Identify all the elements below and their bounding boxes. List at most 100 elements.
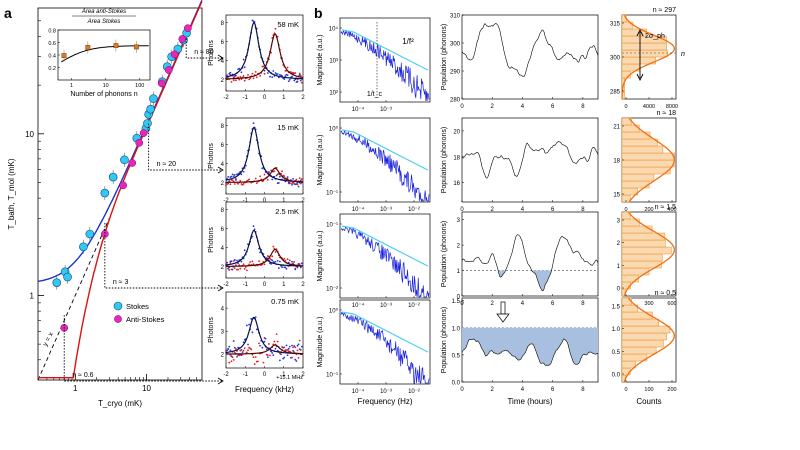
anti-stokes-sample <box>242 349 245 352</box>
spectrum-x-tick-label: 1 <box>282 95 286 101</box>
histogram-bar <box>621 360 636 369</box>
population-y-tick-label: 20 <box>453 129 460 135</box>
stokes-sample <box>242 58 245 61</box>
spectrum-x-tick-label: 0 <box>263 282 267 288</box>
anti-stokes-sample <box>254 356 257 358</box>
histogram-bar <box>621 325 671 334</box>
psd-x-label: Frequency (Hz) <box>357 397 412 406</box>
population-frame <box>461 14 599 100</box>
stokes-sample <box>271 178 274 181</box>
psd-x-tick-label: 10⁻³ <box>380 303 392 309</box>
psd-y-label: Magnitude (a.u.) <box>317 231 324 282</box>
spectrum-y-tick-label: 2 <box>221 265 225 271</box>
stokes-sample <box>288 182 291 184</box>
stokes-sample <box>263 69 266 72</box>
highlight-arrow-shaft <box>500 301 506 315</box>
anti-stokes-sample <box>283 175 286 178</box>
histogram-n-label: n ≈ 18 <box>657 110 677 117</box>
population-x-tick-label: 0 <box>460 104 464 110</box>
n-annotation: n ≈ 80 <box>194 49 214 56</box>
stokes-sample <box>275 174 278 177</box>
stokes-sample <box>241 351 244 354</box>
stokes-sample <box>295 360 298 362</box>
stokes-sample <box>230 260 233 263</box>
stokes-sample <box>272 70 275 72</box>
stokes-sample <box>228 72 231 75</box>
anti-stokes-fit <box>226 33 304 80</box>
psd-fit <box>341 129 429 171</box>
stokes-sample <box>231 173 234 176</box>
stokes-sample <box>253 228 256 231</box>
inset-x-tick-label: 10 <box>103 83 109 89</box>
panel-b-label: b <box>314 5 323 21</box>
histogram-bar <box>621 211 631 220</box>
inset-point <box>134 44 139 50</box>
stokes-sample <box>297 343 300 346</box>
population-y-tick-label: 310 <box>450 14 461 20</box>
psd-trace <box>340 311 430 384</box>
anti-stokes-sample <box>231 179 234 182</box>
anti-stokes-point <box>164 66 173 74</box>
below-one-shading <box>462 327 598 366</box>
anti-stokes-sample <box>233 183 236 185</box>
stokes-sample <box>274 260 277 263</box>
histogram-x-tick-label: 400 <box>667 207 676 213</box>
stokes-sample <box>252 122 255 125</box>
anti-stokes-sample <box>244 266 247 268</box>
population-y-tick-label: 0.0 <box>452 381 461 387</box>
anti-stokes-fit <box>226 167 303 183</box>
population-y-tick-label: 1.0 <box>452 326 461 332</box>
psd-y-label: Magnitude (a.u.) <box>317 135 324 186</box>
main-x-label: T_cryo (mK) <box>98 399 142 408</box>
stokes-point <box>79 242 88 252</box>
anti-stokes-sample <box>229 261 232 264</box>
spectrum-x-tick-label: -2 <box>223 95 229 101</box>
psd-y-tick-label: 10⁻¹ <box>326 223 338 229</box>
population-x-tick-label: 6 <box>551 387 555 393</box>
stokes-sample <box>281 266 283 268</box>
spectrum-y-tick-label: 8 <box>221 208 225 214</box>
inverse-square-label: 1/f² <box>402 37 414 46</box>
anti-stokes-point <box>100 230 109 238</box>
anti-stokes-sample <box>228 361 231 364</box>
spectrum-x-tick-label: 1 <box>282 198 286 204</box>
spectrum-y-tick-label: 3 <box>221 330 225 336</box>
anti-stokes-sample <box>298 339 301 342</box>
anti-stokes-sample <box>235 79 237 82</box>
psd-trace <box>340 225 430 298</box>
stokes-sample <box>259 251 261 254</box>
stokes-sample <box>291 260 293 263</box>
anti-stokes-sample <box>239 179 242 182</box>
stokes-sample <box>265 348 268 351</box>
inset-y-tick-label: 0.2 <box>48 66 56 72</box>
anti-stokes-sample <box>238 78 241 81</box>
anti-stokes-sample <box>233 351 236 354</box>
stokes-sample <box>299 179 302 182</box>
stokes-sample <box>287 80 290 83</box>
stokes-point <box>146 104 155 114</box>
anti-stokes-sample <box>296 78 299 81</box>
histogram-y-tick-label: 0.5 <box>612 350 621 356</box>
psd-frame <box>339 213 431 299</box>
stokes-sample <box>230 175 233 178</box>
anti-stokes-sample <box>253 363 256 365</box>
anti-stokes-sample <box>276 340 279 343</box>
legend-anti-stokes-label: Anti-Stokes <box>126 315 165 324</box>
anti-stokes-sample <box>283 346 286 349</box>
anti-stokes-sample <box>233 267 236 270</box>
anti-stokes-sample <box>284 259 287 262</box>
spectrum-x-tick-label: 1 <box>282 282 286 288</box>
stokes-sample <box>287 347 290 350</box>
psd-frame <box>339 299 431 385</box>
histogram-x-tick-label: 100 <box>644 387 653 393</box>
histogram-y-tick-label: 300 <box>610 56 621 62</box>
stokes-sample <box>243 66 246 69</box>
anti-stokes-sample <box>266 354 269 357</box>
population-y-tick-label: 1.5 <box>452 299 461 305</box>
histogram-y-tick-label: 2 <box>617 241 621 247</box>
stokes-sample <box>259 344 261 347</box>
population-trace <box>461 141 599 179</box>
anti-stokes-sample <box>263 72 266 75</box>
stokes-sample <box>254 316 257 319</box>
stokes-sample <box>279 175 281 178</box>
